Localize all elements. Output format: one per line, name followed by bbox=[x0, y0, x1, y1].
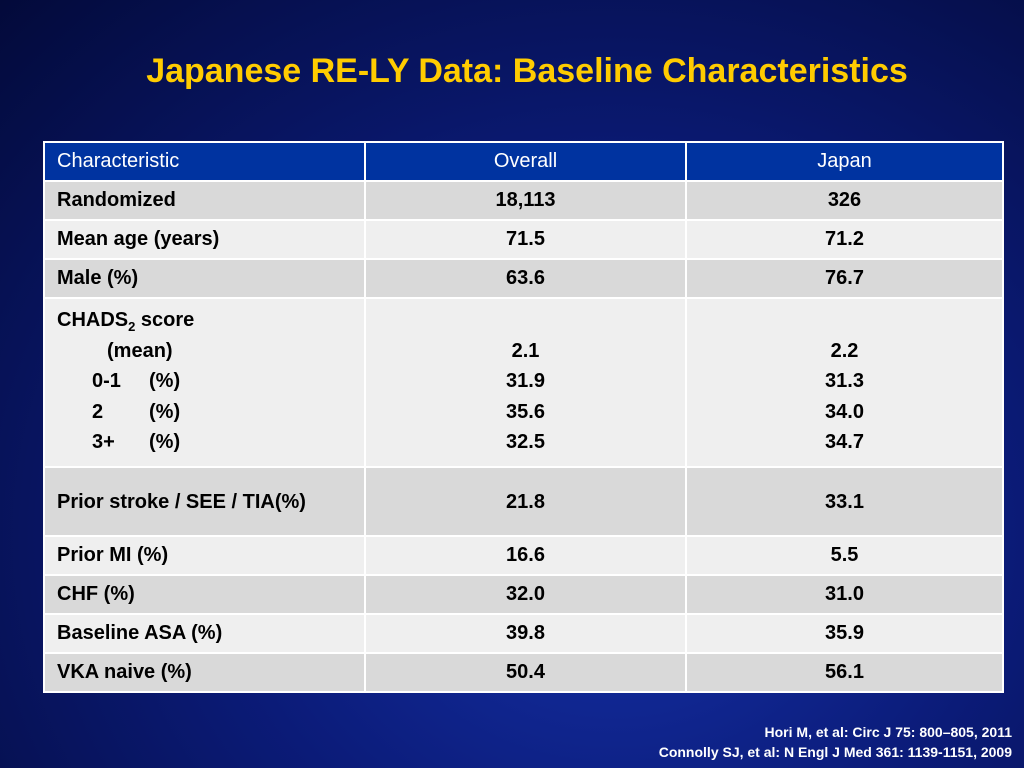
subscript: 2 bbox=[128, 319, 136, 334]
cell: Mean age (years) bbox=[43, 219, 366, 260]
cell: 56.1 bbox=[685, 652, 1004, 693]
reference: Hori M, et al: Circ J 75: 800–805, 2011 bbox=[764, 724, 1012, 740]
cell: CHF (%) bbox=[43, 574, 366, 615]
cell: Prior stroke / SEE / TIA(%) bbox=[43, 466, 366, 537]
cell: 32.0 bbox=[364, 574, 687, 615]
text: 3+ bbox=[92, 431, 115, 453]
line: 32.5 bbox=[506, 431, 545, 453]
line: 35.6 bbox=[506, 400, 545, 423]
cell: VKA naive (%) bbox=[43, 652, 366, 693]
text: (%) bbox=[149, 370, 181, 392]
header-cell: Japan bbox=[685, 141, 1004, 182]
header-cell: Overall bbox=[364, 141, 687, 182]
text: CHADS bbox=[57, 309, 129, 331]
row: Male (%) 63.6 76.7 bbox=[43, 258, 1004, 299]
row: Mean age (years) 71.5 71.2 bbox=[43, 219, 1004, 260]
line: 2 (%) bbox=[57, 397, 352, 428]
cell: Male (%) bbox=[43, 258, 366, 299]
slide-title: Japanese RE-LY Data: Baseline Characteri… bbox=[146, 52, 908, 90]
references: Hori M, et al: Circ J 75: 800–805, 2011 … bbox=[659, 722, 1012, 762]
header-row: Characteristic Overall Japan bbox=[43, 141, 1004, 182]
text: 2 bbox=[92, 400, 104, 423]
row: CHF (%) 32.0 31.0 bbox=[43, 574, 1004, 615]
cell: CHADS2 score (mean) 0-1 (%) 2 (%) 3+ (%) bbox=[43, 297, 366, 468]
cell: 71.5 bbox=[364, 219, 687, 260]
text: (%) bbox=[149, 400, 181, 423]
line: 2.2 bbox=[830, 339, 859, 362]
line: 3+ (%) bbox=[57, 427, 352, 458]
row: VKA naive (%) 50.4 56.1 bbox=[43, 652, 1004, 693]
line: (mean) bbox=[107, 339, 173, 362]
row: Prior stroke / SEE / TIA(%) 21.8 33.1 bbox=[43, 466, 1004, 537]
cell: 18,113 bbox=[364, 180, 687, 221]
cell: 35.9 bbox=[685, 613, 1004, 654]
line: 31.9 bbox=[506, 370, 545, 392]
cell: Prior MI (%) bbox=[43, 535, 366, 576]
cell: Randomized bbox=[43, 180, 366, 221]
row: Randomized 18,113 326 bbox=[43, 180, 1004, 221]
line: 31.3 bbox=[825, 370, 864, 392]
row: Prior MI (%) 16.6 5.5 bbox=[43, 535, 1004, 576]
cell: 63.6 bbox=[364, 258, 687, 299]
row: CHADS2 score (mean) 0-1 (%) 2 (%) 3+ (%) 2.… bbox=[43, 297, 1004, 468]
cell: 2.2 31.3 34.0 34.7 bbox=[685, 297, 1004, 468]
text: score bbox=[140, 309, 195, 331]
cell: 39.8 bbox=[364, 613, 687, 654]
cell: 76.7 bbox=[685, 258, 1004, 299]
line: 34.7 bbox=[825, 431, 864, 453]
line: 34.0 bbox=[825, 400, 864, 423]
cell: 31.0 bbox=[685, 574, 1004, 615]
data-table: Characteristic Overall Japan Randomized 1… bbox=[43, 141, 1004, 693]
line: 0-1 (%) bbox=[57, 366, 352, 397]
reference: Connolly SJ, et al: N Engl J Med 361: 11… bbox=[658, 744, 1012, 760]
text: (%) bbox=[149, 431, 181, 453]
line: 2.1 bbox=[511, 339, 540, 362]
cell: 326 bbox=[685, 180, 1004, 221]
row: Baseline ASA (%) 39.8 35.9 bbox=[43, 613, 1004, 654]
cell: 5.5 bbox=[685, 535, 1004, 576]
cell: Baseline ASA (%) bbox=[43, 613, 366, 654]
cell: 33.1 bbox=[685, 466, 1004, 537]
text: 0-1 bbox=[92, 370, 121, 392]
cell: 21.8 bbox=[364, 466, 687, 537]
cell: 71.2 bbox=[685, 219, 1004, 260]
header-cell: Characteristic bbox=[43, 141, 366, 182]
cell: 50.4 bbox=[364, 652, 687, 693]
cell: 2.1 31.9 35.6 32.5 bbox=[364, 297, 687, 468]
line: CHADS2 score bbox=[57, 305, 352, 336]
cell: 16.6 bbox=[364, 535, 687, 576]
